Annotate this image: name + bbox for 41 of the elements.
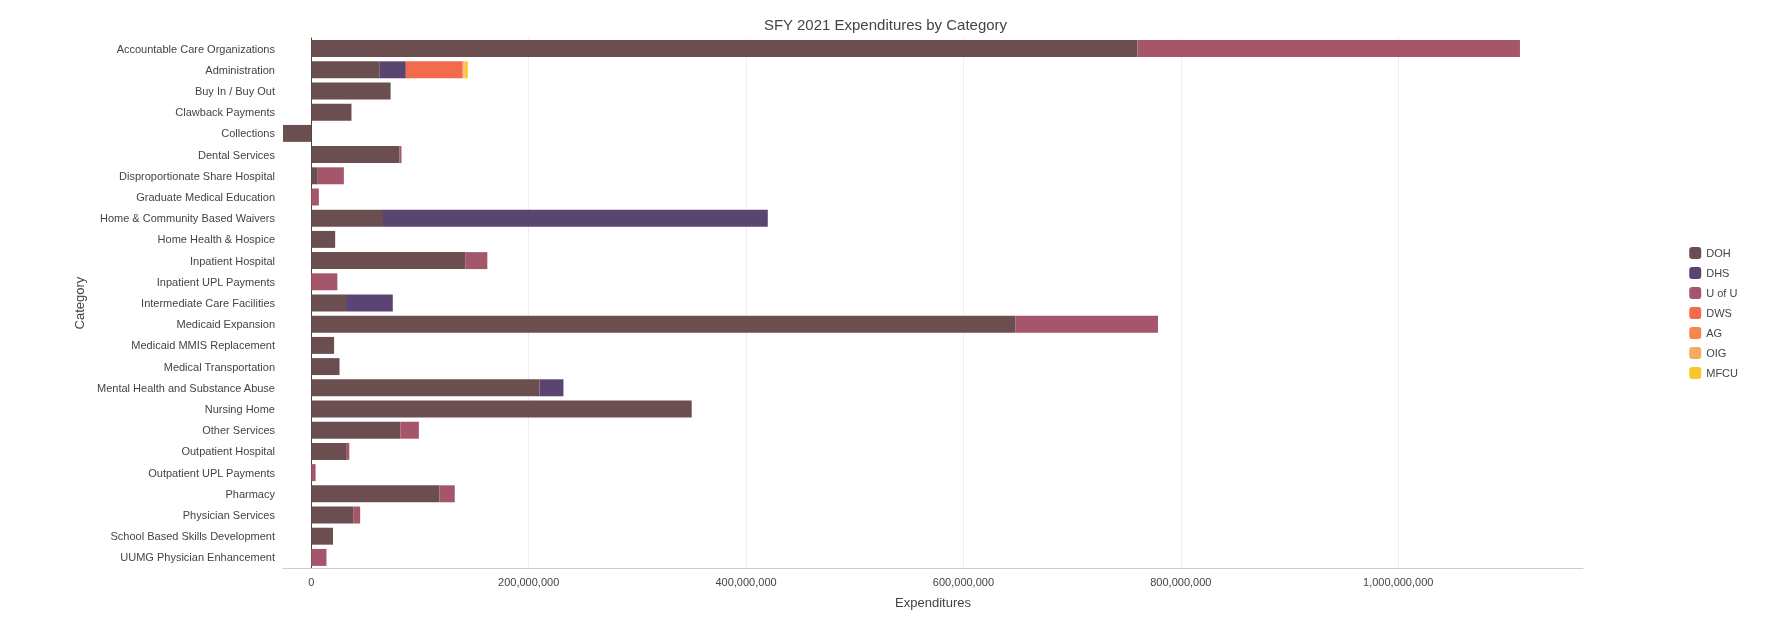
- x-tick-label: 400,000,000: [715, 575, 777, 588]
- y-tick-label: Inpatient Hospital: [190, 254, 275, 267]
- y-tick-label: Graduate Medical Education: [136, 191, 275, 203]
- x-axis-title: Expenditures: [895, 595, 972, 610]
- y-tick-label: Mental Health and Substance Abuse: [97, 381, 275, 394]
- y-tick-label: Disproportionate Share Hospital: [119, 169, 275, 182]
- y-axis-title: Category: [71, 276, 87, 330]
- y-tick-label: Buy In / Buy Out: [194, 85, 275, 97]
- y-tick-label: Pharmacy: [225, 487, 276, 500]
- y-tick-label: Medical Transportation: [163, 360, 275, 373]
- legend-label: AG: [1706, 327, 1723, 339]
- y-tick-label: Collections: [221, 127, 276, 140]
- legend-label: DWS: [1706, 307, 1732, 319]
- legend-label: DOH: [1706, 247, 1731, 259]
- x-tick-label: 600,000,000: [932, 575, 995, 588]
- y-tick-label: Administration: [205, 63, 275, 76]
- chart-title: SFY 2021 Expenditures by Category: [763, 16, 1008, 33]
- y-tick-label: Home Health & Hospice: [157, 233, 275, 246]
- x-tick-label: 200,000,000: [498, 575, 560, 588]
- legend-label: MFCU: [1706, 367, 1739, 379]
- x-tick-label: 0: [308, 575, 315, 588]
- legend-label: DHS: [1706, 267, 1730, 279]
- y-tick-label: UUMG Physician Enhancement: [120, 551, 275, 564]
- legend-label: U of U: [1706, 287, 1738, 299]
- legend-label: OIG: [1706, 347, 1727, 359]
- y-tick-label: Intermediate Care Facilities: [141, 297, 276, 309]
- y-tick-label: School Based Skills Development: [110, 530, 275, 543]
- y-tick-label: Dental Services: [197, 148, 276, 161]
- y-tick-label: Clawback Payments: [175, 106, 276, 119]
- y-tick-label: Home & Community Based Waivers: [99, 212, 276, 225]
- x-tick-label: 1,000,000,000: [1363, 575, 1434, 588]
- x-tick-label: 800,000,000: [1150, 575, 1212, 588]
- y-tick-label: Accountable Care Organizations: [116, 42, 276, 55]
- y-tick-label: Physician Services: [182, 509, 276, 521]
- y-tick-label: Outpatient Hospital: [181, 445, 275, 458]
- y-tick-label: Nursing Home: [204, 403, 275, 415]
- y-tick-label: Inpatient UPL Payments: [156, 275, 276, 288]
- y-tick-label: Medicaid Expansion: [176, 318, 275, 331]
- y-tick-label: Outpatient UPL Payments: [148, 466, 276, 479]
- y-tick-label: Medicaid MMIS Replacement: [131, 339, 275, 352]
- y-tick-label: Other Services: [202, 424, 276, 437]
